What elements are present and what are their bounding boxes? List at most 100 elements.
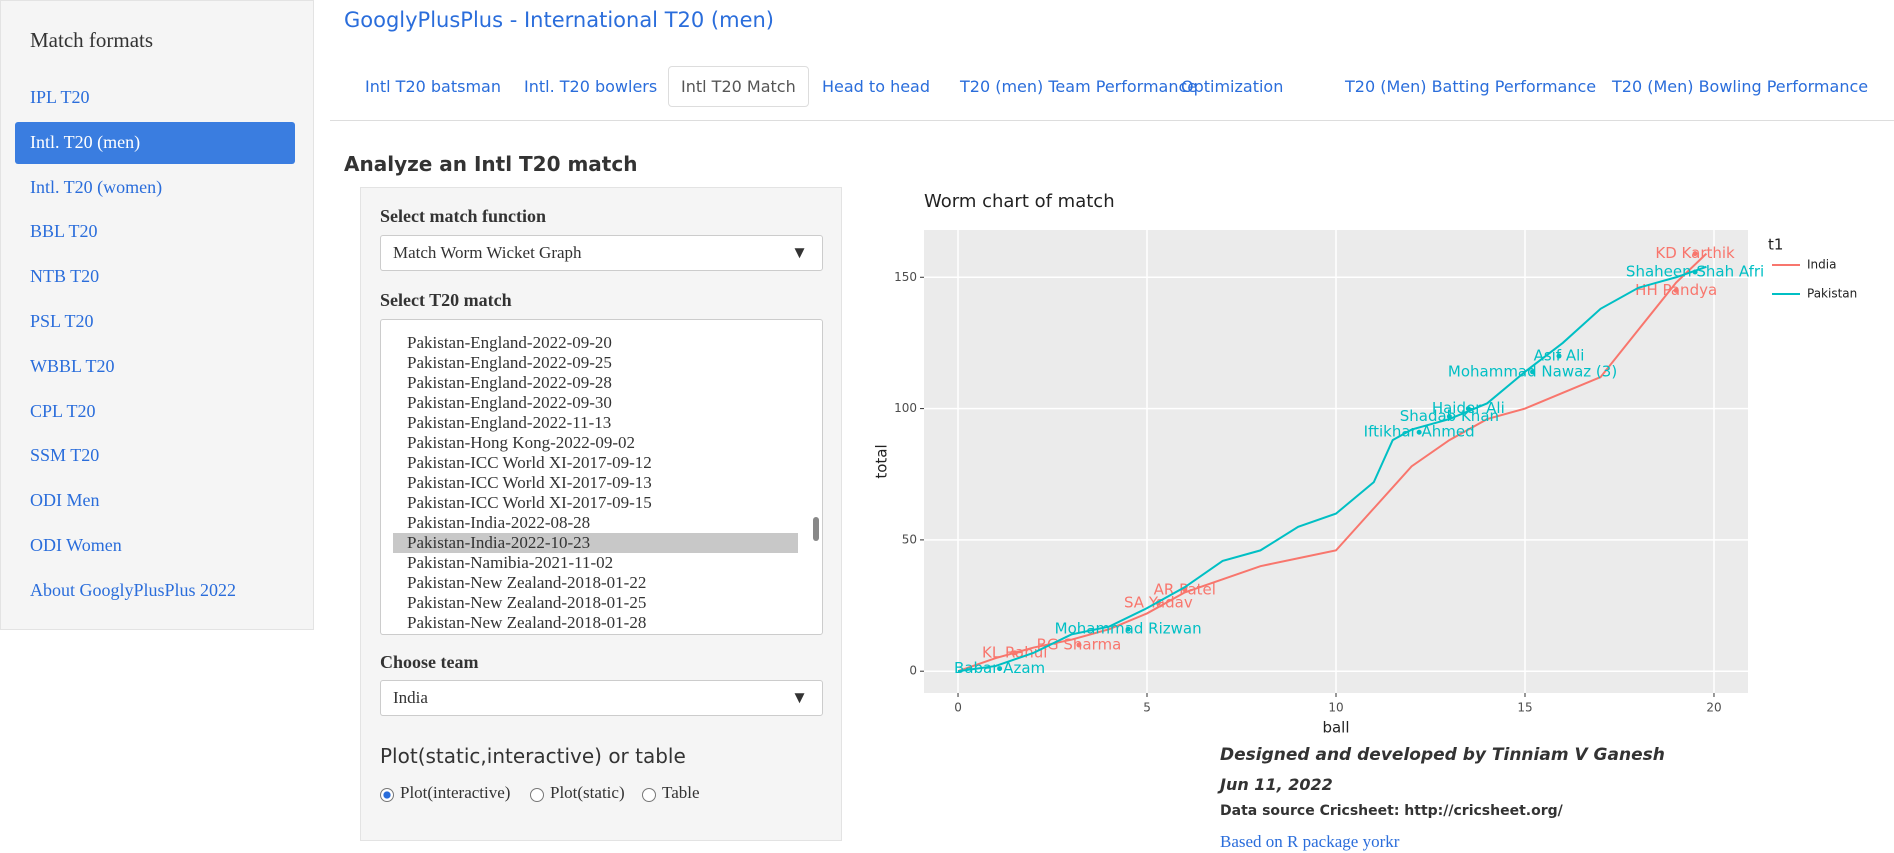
y-axis-label: total (873, 444, 891, 478)
match-list[interactable]: Pakistan-England-2022-09-20 Pakistan-Engl… (380, 319, 823, 635)
x-tick-label: 20 (1706, 701, 1721, 715)
tab[interactable]: Intl T20 Match (668, 66, 809, 107)
sidebar-item[interactable]: ODI Men (30, 490, 100, 511)
active-item-bg (15, 122, 295, 164)
legend-label: India (1807, 258, 1836, 272)
tab[interactable]: Intl. T20 bowlers (524, 77, 658, 96)
tab-border (330, 120, 1894, 121)
match-option[interactable]: Pakistan-England-2022-09-30 (407, 393, 612, 412)
wicket-label: Mohammad Rizwan (1055, 620, 1202, 638)
wicket-point (1125, 626, 1131, 632)
footer-link[interactable]: Based on R package yorkr (1220, 832, 1400, 851)
wicket-point (1692, 269, 1698, 275)
wicket-label: KD Karthik (1655, 244, 1735, 262)
match-option[interactable]: Pakistan-ICC World XI-2017-09-15 (407, 493, 652, 512)
radio[interactable] (380, 788, 394, 802)
series-line (957, 252, 1708, 673)
label: Select match function (380, 206, 546, 226)
match-option[interactable]: Pakistan-England-2022-09-20 (407, 333, 612, 352)
wicket-label: AR Patel (1154, 580, 1216, 598)
list-inner: Pakistan-England-2022-09-20 Pakistan-Engl… (393, 327, 810, 633)
x-tick-label: 0 (954, 701, 962, 715)
match-option[interactable]: Pakistan-New Zealand-2018-01-22 (407, 573, 647, 592)
tab[interactable]: Head to head (822, 77, 931, 96)
x-axis-label: ball (1322, 719, 1349, 737)
app-title: GooglyPlusPlus - International T20 (men) (344, 8, 774, 32)
y-tick-label: 50 (902, 532, 917, 546)
wicket-point (1465, 406, 1471, 412)
wicket-point (1076, 642, 1082, 648)
sidebar-item[interactable]: Intl. T20 (men) (30, 131, 141, 152)
plot-bg (924, 230, 1748, 693)
sidebar-item[interactable]: SSM T20 (30, 445, 100, 466)
radio[interactable] (642, 788, 656, 802)
sidebar (0, 0, 314, 630)
sidebar-item[interactable]: NTB T20 (30, 266, 100, 287)
match-option[interactable]: Pakistan-India-2022-10-23 (393, 533, 798, 553)
wicket-label: Babar Azam (954, 659, 1045, 677)
radio-label: Plot(static) (550, 783, 625, 802)
scrollbar[interactable] (813, 517, 819, 541)
select-value: Match Worm Wicket Graph (393, 243, 582, 262)
x-tick-label: 5 (1143, 701, 1151, 715)
label: Plot(static,interactive) or table (380, 744, 686, 768)
wicket-point (1530, 369, 1536, 375)
tab[interactable]: Optimization (1181, 77, 1284, 96)
x-tick-label: 10 (1328, 701, 1343, 715)
wicket-point (1012, 650, 1018, 656)
chart-title: Worm chart of match (924, 191, 1115, 212)
sidebar-item[interactable]: ODI Women (30, 535, 122, 555)
wicket-label: Shaheen Shah Afri (1626, 263, 1764, 281)
footer: Jun 11, 2022 (1220, 775, 1333, 794)
y-tick-label: 100 (894, 401, 917, 415)
wicket-label: HH Pandya (1635, 281, 1717, 299)
match-option[interactable]: Pakistan-England-2022-09-28 (407, 373, 612, 392)
team-select[interactable]: India ▼ (380, 680, 823, 716)
match-option[interactable]: Pakistan-Namibia-2021-11-02 (407, 553, 614, 572)
sidebar-item[interactable]: About GooglyPlusPlus 2022 (30, 579, 237, 600)
sidebar-item[interactable]: WBBL T20 (30, 355, 115, 376)
tab[interactable]: Intl T20 batsman (365, 77, 501, 96)
radio-label: Plot(interactive) (400, 783, 511, 802)
select-value: India (393, 688, 428, 707)
wicket-point (997, 666, 1003, 672)
match-option[interactable]: Pakistan-New Zealand-2018-01-28 (407, 613, 647, 632)
radio[interactable] (530, 788, 544, 802)
tab[interactable]: T20 (Men) Bowling Performance (1612, 77, 1869, 96)
y-tick-label: 0 (909, 664, 917, 678)
wicket-label: KL Rahul (982, 643, 1047, 661)
match-option[interactable]: Pakistan-New Zealand-2018-01-25 (407, 593, 647, 612)
sidebar-item[interactable]: CPL T20 (30, 400, 96, 421)
sidebar-item[interactable]: Intl. T20 (women) (30, 176, 163, 197)
wicket-label: SA Yadav (1124, 593, 1193, 611)
series-line (957, 265, 1707, 673)
wicket-label: Asif Ali (1534, 347, 1585, 365)
wicket-point (1182, 587, 1188, 593)
match-option[interactable]: Pakistan-Hong Kong-2022-09-02 (407, 433, 636, 452)
wicket-point (1692, 251, 1698, 257)
wicket-label: RG Sharma (1037, 635, 1122, 653)
function-select[interactable]: Match Worm Wicket Graph ▼ (380, 235, 823, 271)
tab[interactable]: T20 (men) Team Performance (960, 77, 1198, 96)
legend-label: Pakistan (1807, 287, 1857, 301)
wicket-label: Iftikhar Ahmed (1364, 423, 1475, 441)
section-title: Analyze an Intl T20 match (344, 152, 638, 176)
match-option[interactable]: Pakistan-England-2022-09-25 (407, 353, 612, 372)
label: Select T20 match (380, 290, 512, 310)
legend-title: t1 (1768, 236, 1783, 254)
sidebar-heading: Match formats (30, 28, 154, 52)
radio-label: Table (662, 783, 700, 802)
tab[interactable]: T20 (Men) Batting Performance (1345, 77, 1597, 96)
sidebar-item[interactable]: BBL T20 (30, 221, 98, 242)
match-option[interactable]: Pakistan-England-2022-11-13 (407, 413, 612, 432)
label: Choose team (380, 652, 479, 672)
wicket-point (1446, 413, 1452, 419)
wicket-point (1416, 429, 1422, 435)
match-option[interactable]: Pakistan-ICC World XI-2017-09-13 (407, 473, 652, 492)
sidebar-item[interactable]: PSL T20 (30, 311, 94, 331)
match-option[interactable]: Pakistan-ICC World XI-2017-09-12 (407, 453, 652, 472)
sidebar-item[interactable]: IPL T20 (30, 87, 90, 107)
match-option[interactable]: Pakistan-India-2022-08-28 (407, 513, 591, 532)
wicket-label: Mohammad Nawaz (3) (1448, 362, 1617, 380)
